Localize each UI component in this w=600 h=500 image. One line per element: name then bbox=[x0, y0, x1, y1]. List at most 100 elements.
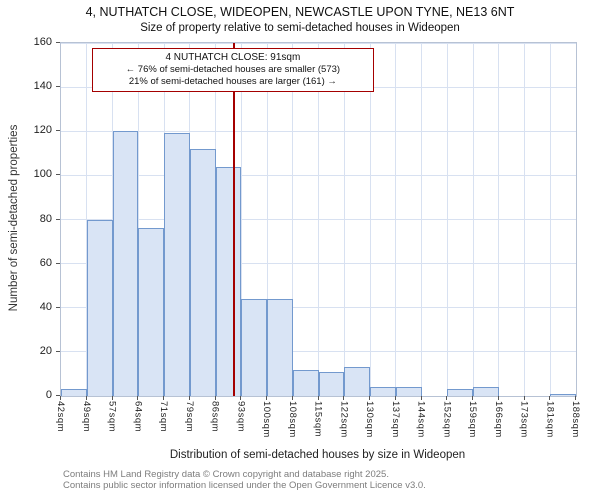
plot-area bbox=[60, 42, 577, 397]
histogram-bar bbox=[138, 228, 164, 396]
x-tick-mark bbox=[111, 396, 113, 400]
footer-line-2: Contains public sector information licen… bbox=[63, 479, 426, 491]
histogram-bar bbox=[344, 367, 370, 396]
x-tick-mark bbox=[472, 396, 473, 400]
x-tick-mark bbox=[85, 396, 87, 400]
histogram-bar bbox=[215, 166, 242, 396]
v-gridline bbox=[421, 43, 422, 396]
x-tick-label: 57sqm bbox=[106, 401, 118, 433]
histogram-bar bbox=[267, 298, 293, 396]
x-tick-label: 159sqm bbox=[467, 401, 478, 438]
x-tick-mark bbox=[291, 396, 293, 400]
x-tick-mark bbox=[523, 396, 525, 400]
v-gridline bbox=[240, 43, 242, 396]
property-marker-line bbox=[233, 43, 235, 396]
x-tick-label: 166sqm bbox=[492, 401, 504, 438]
y-tick-mark bbox=[56, 306, 60, 308]
histogram-bar bbox=[447, 389, 473, 396]
x-tick-label: 108sqm bbox=[286, 401, 298, 438]
x-tick-label: 181sqm bbox=[544, 401, 556, 438]
histogram-bar bbox=[61, 389, 87, 396]
histogram-bar bbox=[164, 133, 190, 396]
footer: Contains HM Land Registry data © Crown c… bbox=[63, 469, 426, 491]
x-tick-label: 122sqm bbox=[338, 401, 350, 438]
y-tick-mark bbox=[56, 350, 60, 352]
x-tick-label: 130sqm bbox=[364, 401, 375, 438]
y-tick-label: 140 bbox=[33, 80, 52, 93]
y-tick-mark bbox=[56, 395, 60, 396]
x-tick-label: 79sqm bbox=[183, 401, 195, 433]
histogram-bar bbox=[112, 131, 139, 396]
v-gridline bbox=[292, 43, 294, 396]
x-tick-mark bbox=[214, 396, 216, 400]
x-tick-mark bbox=[137, 396, 139, 400]
y-tick-label: 120 bbox=[33, 124, 52, 137]
histogram-bar bbox=[318, 371, 345, 396]
chart-title: 4, NUTHATCH CLOSE, WIDEOPEN, NEWCASTLE U… bbox=[85, 5, 515, 19]
annotation-property: 4 NUTHATCH CLOSE: 91sqm bbox=[165, 52, 301, 63]
v-gridline bbox=[266, 43, 268, 396]
x-tick-label: 64sqm bbox=[132, 401, 144, 433]
x-tick-label: 71sqm bbox=[158, 401, 169, 433]
histogram-bar bbox=[370, 387, 396, 396]
x-tick-mark bbox=[317, 396, 319, 400]
title-block: 4, NUTHATCH CLOSE, WIDEOPEN, NEWCASTLE U… bbox=[0, 5, 600, 34]
histogram-bar bbox=[395, 387, 422, 396]
v-gridline bbox=[137, 43, 139, 396]
x-tick-label: 93sqm bbox=[235, 401, 247, 433]
v-gridline bbox=[524, 43, 525, 396]
y-tick-mark bbox=[56, 218, 60, 220]
y-tick-mark bbox=[56, 174, 60, 176]
annotation-larger: 21% of semi-detached houses are larger (… bbox=[128, 76, 337, 87]
x-tick-mark bbox=[266, 396, 267, 400]
x-tick-mark bbox=[60, 396, 61, 400]
v-gridline bbox=[549, 43, 551, 396]
v-gridline bbox=[446, 43, 448, 396]
histogram-bar bbox=[473, 387, 499, 396]
y-tick-mark bbox=[56, 262, 60, 264]
y-tick-label: 0 bbox=[45, 389, 52, 401]
v-gridline bbox=[343, 43, 345, 396]
x-tick-label: 144sqm bbox=[415, 401, 427, 438]
v-gridline bbox=[395, 43, 397, 396]
histogram-bar bbox=[241, 298, 267, 396]
histogram-bar bbox=[86, 219, 113, 396]
y-tick-label: 160 bbox=[33, 36, 52, 48]
x-tick-mark bbox=[446, 396, 448, 400]
x-tick-label: 42sqm bbox=[55, 401, 66, 433]
chart-subtitle: Size of property relative to semi-detach… bbox=[140, 22, 460, 34]
y-tick-mark bbox=[56, 42, 60, 43]
x-tick-label: 173sqm bbox=[518, 401, 530, 438]
x-tick-mark bbox=[188, 396, 190, 400]
x-axis-label: Distribution of semi-detached houses by … bbox=[169, 449, 466, 461]
x-tick-mark bbox=[549, 396, 551, 400]
v-gridline bbox=[472, 43, 474, 396]
chart-region: 0 20 40 60 80 100 120 140 160 42sqm 49sqm 57sqm 64sq… bbox=[33, 36, 581, 438]
histogram-bar bbox=[550, 393, 576, 396]
y-tick-label: 20 bbox=[39, 344, 52, 357]
x-tick-label: 49sqm bbox=[80, 401, 92, 433]
v-gridline bbox=[318, 43, 319, 396]
x-tick-label: 115sqm bbox=[312, 401, 324, 438]
y-tick-label: 100 bbox=[33, 168, 52, 181]
v-gridline bbox=[498, 43, 500, 396]
y-tick-label: 60 bbox=[39, 256, 52, 269]
histogram-bar bbox=[189, 148, 216, 396]
footer-line-1: Contains HM Land Registry data © Crown c… bbox=[63, 469, 389, 480]
x-tick-mark bbox=[343, 396, 345, 400]
x-tick-mark bbox=[240, 396, 242, 400]
histogram-bar bbox=[292, 369, 319, 396]
x-tick-mark bbox=[420, 396, 422, 400]
x-tick-mark bbox=[163, 396, 164, 400]
annotation-smaller: ← 76% of semi-detached houses are smalle… bbox=[125, 64, 341, 75]
v-gridline bbox=[369, 43, 371, 396]
y-tick-mark bbox=[56, 86, 60, 88]
x-tick-label: 86sqm bbox=[209, 401, 221, 433]
x-tick-label: 137sqm bbox=[389, 401, 401, 438]
y-tick-label: 80 bbox=[39, 212, 52, 225]
x-tick-label: 100sqm bbox=[261, 401, 272, 438]
x-tick-label: 188sqm bbox=[570, 401, 581, 438]
x-tick-mark bbox=[369, 396, 370, 400]
x-tick-mark bbox=[497, 396, 499, 400]
